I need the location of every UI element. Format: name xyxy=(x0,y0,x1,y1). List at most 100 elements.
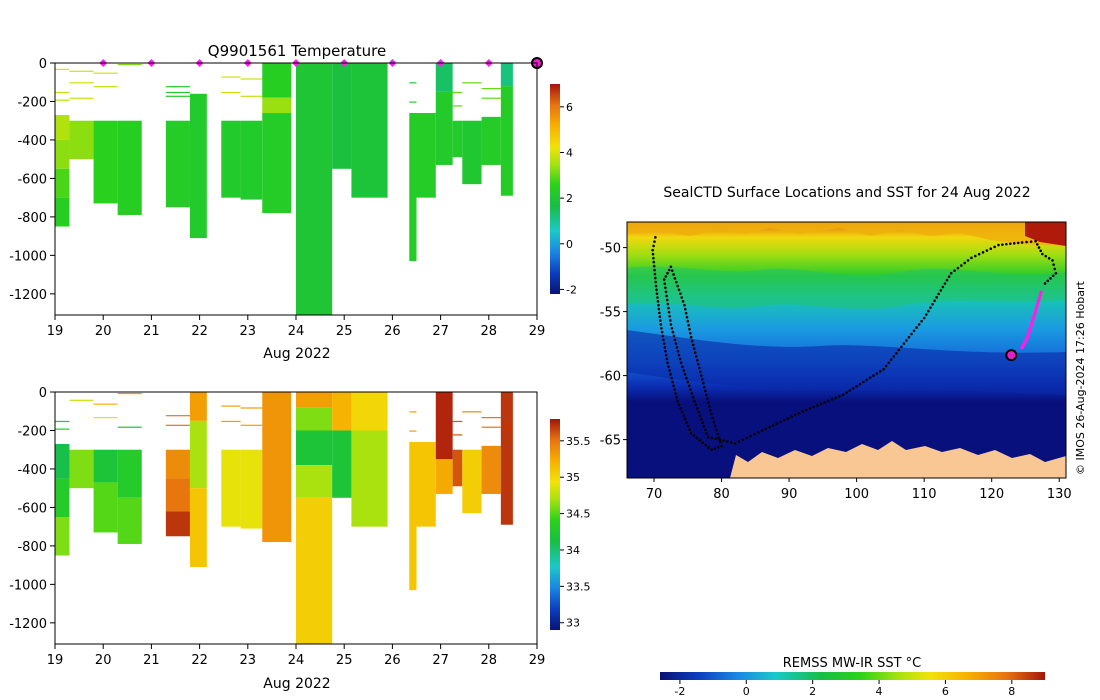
track-point xyxy=(677,288,681,292)
track-point xyxy=(659,323,663,326)
track-point xyxy=(1005,242,1008,246)
track-point xyxy=(887,361,891,365)
salinity-colorbar-ticks: 33 33.5 34 34.5 35 35.5 xyxy=(560,435,591,630)
y-tick-label: 0 xyxy=(39,57,47,72)
track-point xyxy=(651,248,654,252)
recent-track-point xyxy=(1039,290,1043,295)
track-point xyxy=(657,307,661,311)
track-point xyxy=(705,432,708,435)
profile-0-line-1 xyxy=(55,428,70,430)
track-point xyxy=(671,380,674,384)
track-point xyxy=(804,408,808,412)
track-point xyxy=(848,389,852,392)
track-point xyxy=(713,424,717,428)
track-point xyxy=(653,276,657,280)
recent-track-point xyxy=(1032,313,1037,318)
sst-colorbar-ticks: -2 0 2 4 6 8 xyxy=(674,680,1015,698)
colorbar-tick-label: 2 xyxy=(566,192,573,205)
x-tick-label: 80 xyxy=(713,487,730,502)
track-point xyxy=(686,424,690,428)
profile-12-line-0 xyxy=(409,411,417,413)
y-tick-label: 0 xyxy=(39,386,47,401)
profile-4-line-2 xyxy=(165,95,190,97)
profile-14-layer-1 xyxy=(435,91,453,165)
track-point xyxy=(654,280,657,284)
profile-0-layer-1 xyxy=(55,478,70,518)
profile-10-layer-1 xyxy=(332,430,352,498)
track-point xyxy=(907,335,911,339)
track-point xyxy=(652,264,656,268)
profile-6-layer-0 xyxy=(221,120,241,198)
colorbar-tick-label: 34 xyxy=(566,544,580,557)
track-point xyxy=(673,277,677,280)
track-point xyxy=(664,290,668,294)
x-tick-label: 25 xyxy=(336,324,353,339)
track-point xyxy=(679,407,682,410)
x-tick-label: 120 xyxy=(979,487,1004,502)
track-point xyxy=(675,346,679,349)
profile-16-layer-0 xyxy=(462,120,482,185)
track-point xyxy=(668,314,671,318)
profile-3-layer-0 xyxy=(117,449,142,498)
profile-1-layer-0 xyxy=(69,120,94,160)
track-point xyxy=(701,421,704,425)
salinity-colorbar xyxy=(550,419,560,630)
track-point xyxy=(771,424,775,427)
track-point xyxy=(733,442,737,445)
track-point xyxy=(703,385,706,389)
track-point xyxy=(905,339,908,342)
track-point xyxy=(741,438,745,442)
track-point xyxy=(977,252,981,256)
profile-4-layer-1 xyxy=(165,478,190,512)
x-tick-label: 20 xyxy=(95,653,112,668)
track-point xyxy=(695,436,699,440)
track-point xyxy=(654,284,658,288)
profile-0-layer-0 xyxy=(55,114,70,140)
x-tick-label: 27 xyxy=(432,653,449,668)
track-point xyxy=(851,387,855,390)
profile-8-layer-1 xyxy=(262,97,292,114)
temperature-title: Q9901561 Temperature xyxy=(208,42,386,60)
track-point xyxy=(756,431,760,434)
profile-5-layer-1 xyxy=(189,420,207,489)
track-point xyxy=(683,373,687,376)
track-point xyxy=(1053,267,1057,271)
track-point xyxy=(902,342,906,345)
y-tick-label: -800 xyxy=(17,211,47,226)
track-point xyxy=(1025,240,1028,244)
x-tick-label: 23 xyxy=(240,324,257,339)
track-point xyxy=(956,266,960,270)
track-point xyxy=(714,437,718,441)
track-point xyxy=(1043,282,1047,285)
track-point xyxy=(708,405,711,408)
track-point xyxy=(1037,246,1041,249)
profile-7-line-0 xyxy=(240,407,263,409)
profile-8-layer-0 xyxy=(262,392,292,543)
profile-14-layer-0 xyxy=(435,392,453,460)
track-point xyxy=(675,396,678,399)
recent-track-point xyxy=(1037,296,1042,300)
track-point xyxy=(710,436,714,440)
track-point xyxy=(653,268,656,272)
track-point xyxy=(924,313,928,316)
profile-7-layer-0 xyxy=(240,120,263,200)
profile-9-layer-3 xyxy=(296,465,333,498)
track-point xyxy=(665,357,669,361)
track-point xyxy=(663,346,667,349)
track-point xyxy=(1047,256,1051,260)
colorbar-tick-label: 33 xyxy=(566,617,580,630)
track-point xyxy=(665,294,668,298)
x-tick-label: 27 xyxy=(432,324,449,339)
track-point xyxy=(895,351,898,355)
profile-12-layer-0 xyxy=(409,113,417,262)
profile-6-line-1 xyxy=(221,420,241,423)
track-point xyxy=(668,369,671,372)
antarctic-land xyxy=(730,441,1066,478)
x-tick-label: 22 xyxy=(191,653,208,668)
track-point xyxy=(920,319,923,323)
x-tick-label: 21 xyxy=(143,324,160,339)
profile-1-line-1 xyxy=(69,82,94,84)
profile-14-layer-1 xyxy=(435,459,453,494)
profile-12-line-0 xyxy=(409,82,417,84)
x-tick-label: 19 xyxy=(47,324,64,339)
